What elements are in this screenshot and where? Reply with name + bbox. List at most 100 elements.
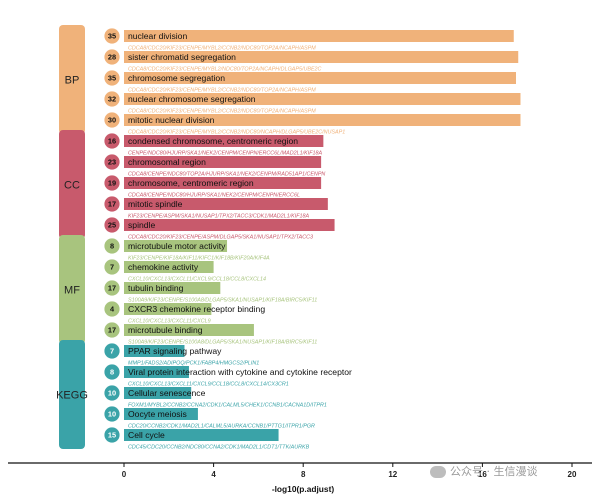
bar xyxy=(124,72,516,84)
count-badge xyxy=(104,427,120,443)
bar xyxy=(124,282,221,294)
term-label: mitotic nuclear division xyxy=(128,115,215,125)
bar xyxy=(124,51,519,63)
term-label: microtubule binding xyxy=(128,325,203,335)
term-label: mitotic spindle xyxy=(128,199,183,209)
group-label: MF xyxy=(64,285,80,297)
x-axis-title: -log10(p.adjust) xyxy=(272,484,335,494)
bar xyxy=(124,240,228,252)
count-badge xyxy=(104,196,120,212)
x-tick-label: 8 xyxy=(301,470,306,479)
term-label: chromosome, centromeric region xyxy=(128,178,254,188)
gene-list: CXCL10/CXCL13/CXCL11/CXCL9 xyxy=(128,319,211,325)
count-label: 25 xyxy=(108,221,116,230)
gene-list: CDCA8/CENPE/NDC80/HJURP/SKA1/NEK2/CENPM/… xyxy=(128,193,300,199)
gene-list: CENPE/NDC80/HJURP/SKA1/NEK2/CENPM/CENPN/… xyxy=(128,151,323,157)
term-label: nuclear division xyxy=(128,31,187,41)
count-badge xyxy=(104,259,120,275)
count-badge xyxy=(104,70,120,86)
count-badge xyxy=(104,322,120,338)
count-badge xyxy=(104,217,120,233)
count-badge xyxy=(104,280,120,296)
gene-list: CXCL10/CXCL13/CXCL11/CXCL9/CCL18/CCL8/CX… xyxy=(128,382,289,388)
wechat-icon xyxy=(430,466,446,478)
bar xyxy=(124,30,514,42)
bar xyxy=(124,219,335,231)
count-label: 10 xyxy=(108,389,116,398)
bar xyxy=(124,261,214,273)
count-label: 7 xyxy=(110,263,114,272)
gene-list: CDCA8/CDC20/KIF23/CENPE/MYBL2/NDC80/TOP2… xyxy=(128,67,322,73)
count-badge xyxy=(104,343,120,359)
gene-list: CDCA8/CDC20/KIF23/CENPE/MYBL2/CCNB2/NDC8… xyxy=(128,109,316,115)
group-block xyxy=(59,235,85,344)
gene-list: KIF23/CENPE/ASPM/SKA1/NUSAP1/TPX2/TACC3/… xyxy=(128,214,310,220)
group-label: CC xyxy=(64,180,80,192)
group-label: BP xyxy=(65,75,80,87)
count-label: 17 xyxy=(108,284,116,293)
term-label: tubulin binding xyxy=(128,283,184,293)
term-label: chemokine activity xyxy=(128,262,199,272)
count-label: 35 xyxy=(108,32,116,41)
x-tick-label: 4 xyxy=(211,470,216,479)
term-label: Oocyte meiosis xyxy=(128,409,187,419)
gene-list: CDC20/CCNB2/CDK1/MAD2L1/CALML5/AURKA/CCN… xyxy=(128,424,315,430)
count-badge xyxy=(104,28,120,44)
x-tick-label: 12 xyxy=(388,470,397,479)
count-badge xyxy=(104,364,120,380)
group-block xyxy=(59,340,85,449)
count-label: 35 xyxy=(108,74,116,83)
group-label: KEGG xyxy=(56,390,88,402)
count-label: 32 xyxy=(108,95,116,104)
count-label: 8 xyxy=(110,242,114,251)
gene-list: FOXM1/MYBL2/CCNB2/CCNA2/CDK1/CALML5/CHEK… xyxy=(128,403,327,409)
group-block xyxy=(59,130,85,239)
term-label: chromosome segregation xyxy=(128,73,225,83)
gene-list: CDCA8/CDC20/KIF23/CENPE/MYBL2/CCNB2/NDC8… xyxy=(128,88,316,94)
count-label: 19 xyxy=(108,179,116,188)
term-label: microtubule motor activity xyxy=(128,241,226,251)
bar xyxy=(124,324,254,336)
term-label: Viral protein interaction with cytokine … xyxy=(128,367,352,377)
term-label: chromosomal region xyxy=(128,157,206,167)
term-label: condensed chromosome, centromeric region xyxy=(128,136,298,146)
bar xyxy=(124,408,198,420)
term-label: spindle xyxy=(128,220,155,230)
term-label: sister chromatid segregation xyxy=(128,52,236,62)
count-badge xyxy=(104,385,120,401)
gene-list: CDCA8/CENPE/NDC80/TOP2A/HJURP/SKA1/NEK2/… xyxy=(128,172,325,178)
x-tick-label: 20 xyxy=(568,470,577,479)
count-label: 4 xyxy=(110,305,115,314)
watermark-text: 公众号 · 生信漫谈 xyxy=(450,465,538,478)
gene-list: S100A9/KIF23/CENPE/S100A8/DLGAP5/SKA1/NU… xyxy=(128,340,317,346)
bar xyxy=(124,156,322,168)
term-label: PPAR signaling pathway xyxy=(128,346,222,356)
count-badge xyxy=(104,91,120,107)
bar xyxy=(124,93,521,105)
count-label: 7 xyxy=(110,347,114,356)
count-label: 30 xyxy=(108,116,116,125)
group-block xyxy=(59,25,85,134)
bar xyxy=(124,135,324,147)
term-label: CXCR3 chemokine receptor binding xyxy=(128,304,265,314)
count-label: 8 xyxy=(110,368,114,377)
gene-list: CDC45/CDC20/CCNB2/NDC80/CCNA2/CDK1/MAD2L… xyxy=(128,445,310,451)
gene-list: CDCA8/CDC20/KIF23/CENPE/ASPM/DLGAP5/SKA1… xyxy=(128,235,313,241)
bar xyxy=(124,387,192,399)
count-label: 10 xyxy=(108,410,116,419)
gene-list: S100A9/KIF23/CENPE/S100A8/DLGAP5/SKA1/NU… xyxy=(128,298,317,304)
gene-list: KIF23/CENPE/KIF18A/KIF11/KIFC1/KIF18B/KI… xyxy=(128,256,270,262)
count-label: 17 xyxy=(108,200,116,209)
term-label: Cellular senescence xyxy=(128,388,206,398)
count-label: 17 xyxy=(108,326,116,335)
x-tick-label: 16 xyxy=(478,470,487,479)
gene-list: MMP1/FADS2/ADIPOQ/PCK1/FABP4/HMGCS2/PLIN… xyxy=(128,361,259,367)
count-badge xyxy=(104,154,120,170)
bar xyxy=(124,198,328,210)
count-badge xyxy=(104,301,120,317)
count-badge xyxy=(104,112,120,128)
bar xyxy=(124,303,212,315)
gene-list: CDCA8/CDC20/KIF23/CENPE/MYBL2/CCNB2/NDC8… xyxy=(128,46,316,52)
gene-list: CDCA8/CDC20/KIF23/CENPE/MYBL2/CCNB2/NDC8… xyxy=(128,130,345,136)
